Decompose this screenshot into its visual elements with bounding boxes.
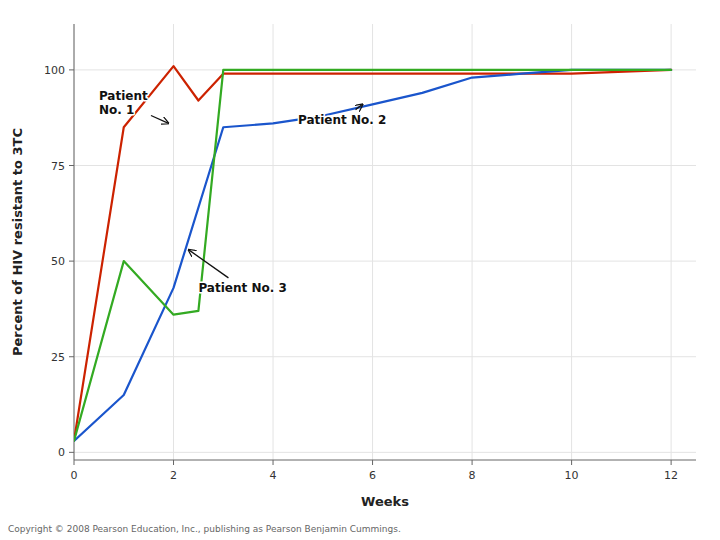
y-tick-label: 75 <box>51 160 65 173</box>
x-tick <box>372 460 373 465</box>
x-tick-label: 8 <box>469 469 476 482</box>
grid <box>74 24 696 460</box>
x-axis-line <box>74 460 696 461</box>
annotation-line: No. 1 <box>99 103 134 117</box>
x-tick <box>472 460 473 465</box>
annotation-line: Patient <box>99 89 148 103</box>
y-axis-line <box>74 24 75 460</box>
grid-line-y <box>74 452 696 453</box>
annotation-line: Patient No. 3 <box>198 281 286 295</box>
grid-line-x <box>273 24 274 460</box>
x-tick <box>571 460 572 465</box>
caption: Copyright © 2008 Pearson Education, Inc.… <box>8 524 401 534</box>
annotation-text: Patient No. 3 <box>198 281 286 295</box>
x-tick-label: 10 <box>565 469 579 482</box>
y-tick-label: 25 <box>51 351 65 364</box>
annotation-line: Patient No. 2 <box>298 113 386 127</box>
x-tick <box>671 460 672 465</box>
annotation-arrow <box>151 115 169 123</box>
annotation-arrow <box>356 104 363 109</box>
annotation-text: PatientNo. 1 <box>99 89 148 117</box>
grid-line-y <box>74 261 696 262</box>
y-tick <box>69 69 74 70</box>
x-axis-title: Weeks <box>361 494 409 509</box>
x-tick-label: 4 <box>270 469 277 482</box>
y-tick <box>69 452 74 453</box>
annotation-text: Patient No. 2 <box>298 113 386 127</box>
series-group <box>74 66 671 441</box>
x-tick-label: 6 <box>369 469 376 482</box>
y-tick <box>69 356 74 357</box>
series-line <box>74 70 671 441</box>
axes: 0 2 4 6 8 10 12 0 25 50 75 100 <box>44 24 696 482</box>
series-line <box>74 70 671 441</box>
grid-line-x <box>74 24 75 460</box>
chart: 0 2 4 6 8 10 12 0 25 50 75 100 Weeks Percent of HIV r… <box>0 0 720 540</box>
x-tick <box>74 460 75 465</box>
y-tick-label: 0 <box>58 446 65 459</box>
grid-line-y <box>74 356 696 357</box>
grid-line-x <box>372 24 373 460</box>
y-tick <box>69 261 74 262</box>
grid-line-x <box>671 24 672 460</box>
y-tick-label: 100 <box>44 64 65 77</box>
grid-line-y <box>74 165 696 166</box>
x-tick-label: 12 <box>664 469 678 482</box>
y-tick <box>69 165 74 166</box>
x-tick-label: 0 <box>71 469 78 482</box>
x-tick <box>273 460 274 465</box>
grid-line-x <box>173 24 174 460</box>
x-tick <box>173 460 174 465</box>
y-tick-label: 50 <box>51 255 65 268</box>
annotations: PatientNo. 1 Patient No. 2 Patient No. 3 <box>99 89 386 295</box>
x-tick-label: 2 <box>170 469 177 482</box>
annotation-arrow <box>188 250 228 278</box>
y-axis-title: Percent of HIV resistant to 3TC <box>10 128 25 356</box>
series-line <box>74 66 671 441</box>
grid-line-x <box>472 24 473 460</box>
grid-line-x <box>571 24 572 460</box>
